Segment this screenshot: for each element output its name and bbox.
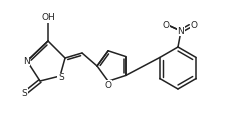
Text: O: O: [162, 21, 169, 31]
Text: S: S: [21, 89, 27, 97]
Text: S: S: [58, 73, 64, 83]
Text: N: N: [23, 56, 29, 66]
Text: O: O: [191, 21, 198, 31]
Text: N: N: [178, 26, 184, 36]
Text: O: O: [105, 81, 112, 90]
Text: OH: OH: [41, 13, 55, 23]
